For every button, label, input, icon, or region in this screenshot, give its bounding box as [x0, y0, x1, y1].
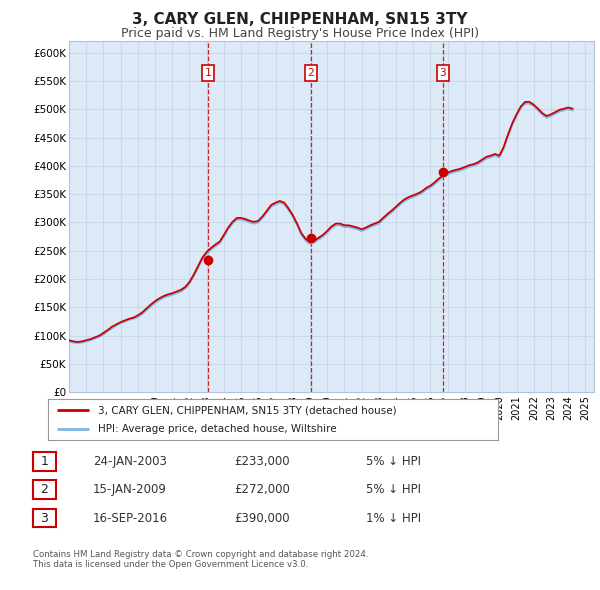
Text: 24-JAN-2003: 24-JAN-2003 — [93, 455, 167, 468]
Text: This data is licensed under the Open Government Licence v3.0.: This data is licensed under the Open Gov… — [33, 560, 308, 569]
Text: 1% ↓ HPI: 1% ↓ HPI — [366, 512, 421, 525]
Text: 5% ↓ HPI: 5% ↓ HPI — [366, 483, 421, 496]
Text: Contains HM Land Registry data © Crown copyright and database right 2024.: Contains HM Land Registry data © Crown c… — [33, 550, 368, 559]
Text: 1: 1 — [205, 68, 211, 78]
Text: 3, CARY GLEN, CHIPPENHAM, SN15 3TY (detached house): 3, CARY GLEN, CHIPPENHAM, SN15 3TY (deta… — [97, 405, 396, 415]
Text: 3: 3 — [40, 512, 49, 525]
Text: 2: 2 — [307, 68, 314, 78]
Text: HPI: Average price, detached house, Wiltshire: HPI: Average price, detached house, Wilt… — [97, 424, 336, 434]
Text: 1: 1 — [40, 455, 49, 468]
Text: Price paid vs. HM Land Registry's House Price Index (HPI): Price paid vs. HM Land Registry's House … — [121, 27, 479, 40]
Text: 3: 3 — [439, 68, 446, 78]
Text: £272,000: £272,000 — [234, 483, 290, 496]
Text: 5% ↓ HPI: 5% ↓ HPI — [366, 455, 421, 468]
Text: £233,000: £233,000 — [234, 455, 290, 468]
Text: 2: 2 — [40, 483, 49, 496]
Text: 16-SEP-2016: 16-SEP-2016 — [93, 512, 168, 525]
Text: 3, CARY GLEN, CHIPPENHAM, SN15 3TY: 3, CARY GLEN, CHIPPENHAM, SN15 3TY — [132, 12, 468, 27]
Text: £390,000: £390,000 — [234, 512, 290, 525]
Text: 15-JAN-2009: 15-JAN-2009 — [93, 483, 167, 496]
